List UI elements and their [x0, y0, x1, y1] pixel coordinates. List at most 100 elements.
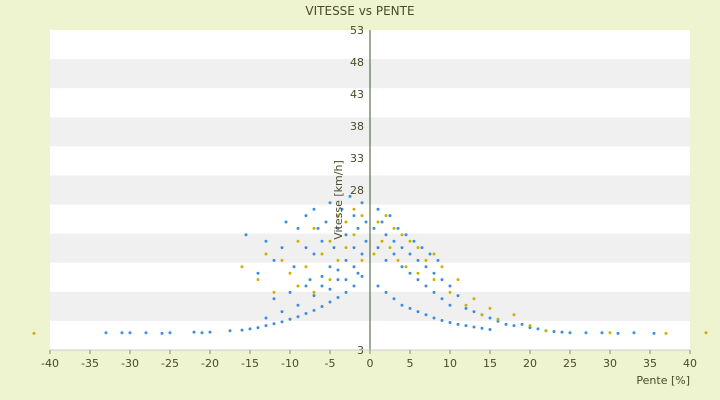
data-point	[384, 258, 388, 262]
data-point	[472, 297, 476, 301]
data-point	[440, 297, 444, 301]
data-point	[384, 290, 388, 294]
data-point	[364, 239, 368, 243]
data-point	[424, 265, 428, 269]
x-tick-label: 20	[523, 357, 537, 370]
data-point	[704, 331, 708, 335]
data-point	[104, 331, 108, 335]
data-point	[312, 294, 316, 298]
data-point	[336, 226, 340, 230]
y-tick-label: 53	[350, 24, 364, 37]
data-point	[552, 329, 556, 333]
data-point	[568, 331, 572, 335]
data-point	[440, 319, 444, 323]
data-point	[348, 194, 352, 198]
data-point	[320, 304, 324, 308]
data-point	[380, 220, 384, 224]
data-point	[336, 278, 340, 282]
data-point	[360, 214, 364, 218]
data-point	[652, 331, 656, 335]
x-tick-label: 15	[483, 357, 497, 370]
data-point	[320, 239, 324, 243]
data-point	[280, 320, 284, 324]
data-point	[272, 297, 276, 301]
data-point	[312, 207, 316, 211]
data-point	[328, 201, 332, 205]
data-point	[456, 278, 460, 282]
data-point	[352, 207, 356, 211]
data-point	[304, 214, 308, 218]
data-point	[432, 271, 436, 275]
x-axis-label: Pente [%]	[636, 374, 690, 387]
x-tick-label: -40	[41, 357, 59, 370]
data-point	[440, 278, 444, 282]
data-point	[632, 331, 636, 335]
data-point	[376, 284, 380, 288]
data-point	[408, 239, 412, 243]
x-tick-label: 10	[443, 357, 457, 370]
data-point	[480, 326, 484, 330]
data-point	[240, 265, 244, 269]
data-point	[404, 233, 408, 237]
data-point	[412, 239, 416, 243]
data-point	[388, 246, 392, 250]
data-point	[396, 258, 400, 262]
data-point	[408, 306, 412, 310]
data-point	[336, 214, 340, 218]
data-point	[288, 271, 292, 275]
x-tick-label: -25	[161, 357, 179, 370]
data-point	[432, 252, 436, 256]
data-point	[400, 303, 404, 307]
data-point	[256, 326, 260, 330]
y-tick-label: 33	[350, 152, 364, 165]
data-point	[504, 322, 508, 326]
data-point	[328, 287, 332, 291]
x-tick-label: 30	[603, 357, 617, 370]
x-tick-label: 5	[407, 357, 414, 370]
data-point	[120, 331, 124, 335]
data-point	[280, 246, 284, 250]
data-point	[376, 220, 380, 224]
data-point	[336, 268, 340, 272]
data-point	[272, 290, 276, 294]
data-point	[352, 265, 356, 269]
data-point	[324, 220, 328, 224]
data-point	[420, 246, 424, 250]
data-point	[400, 246, 404, 250]
x-tick-label: 25	[563, 357, 577, 370]
data-point	[208, 330, 212, 334]
data-point	[332, 246, 336, 250]
data-point	[416, 278, 420, 282]
data-point	[428, 252, 432, 256]
data-point	[292, 265, 296, 269]
data-point	[664, 331, 668, 335]
data-point	[416, 246, 420, 250]
data-point	[352, 214, 356, 218]
x-tick-label: -30	[121, 357, 139, 370]
data-point	[192, 330, 196, 334]
data-point	[360, 252, 364, 256]
data-point	[320, 274, 324, 278]
data-point	[288, 317, 292, 321]
data-point	[384, 233, 388, 237]
data-point	[472, 325, 476, 329]
data-point	[488, 316, 492, 320]
data-point	[304, 246, 308, 250]
data-point	[256, 271, 260, 275]
data-point	[464, 306, 468, 310]
data-point	[340, 207, 344, 211]
data-point	[488, 306, 492, 310]
x-axis: -40 -35 -30 -25 -20 -15 -10 -5 0 5 10 15 20 25 30 35 40	[41, 349, 697, 370]
x-tick-label: 0	[367, 357, 374, 370]
data-point	[392, 252, 396, 256]
x-tick-label: -15	[241, 357, 259, 370]
data-point	[488, 328, 492, 332]
data-point	[312, 308, 316, 312]
data-point	[304, 265, 308, 269]
x-tick-label: -5	[325, 357, 336, 370]
data-point	[512, 324, 516, 328]
data-point	[528, 324, 532, 328]
data-point	[352, 284, 356, 288]
data-point	[264, 316, 268, 320]
data-point	[352, 233, 356, 237]
